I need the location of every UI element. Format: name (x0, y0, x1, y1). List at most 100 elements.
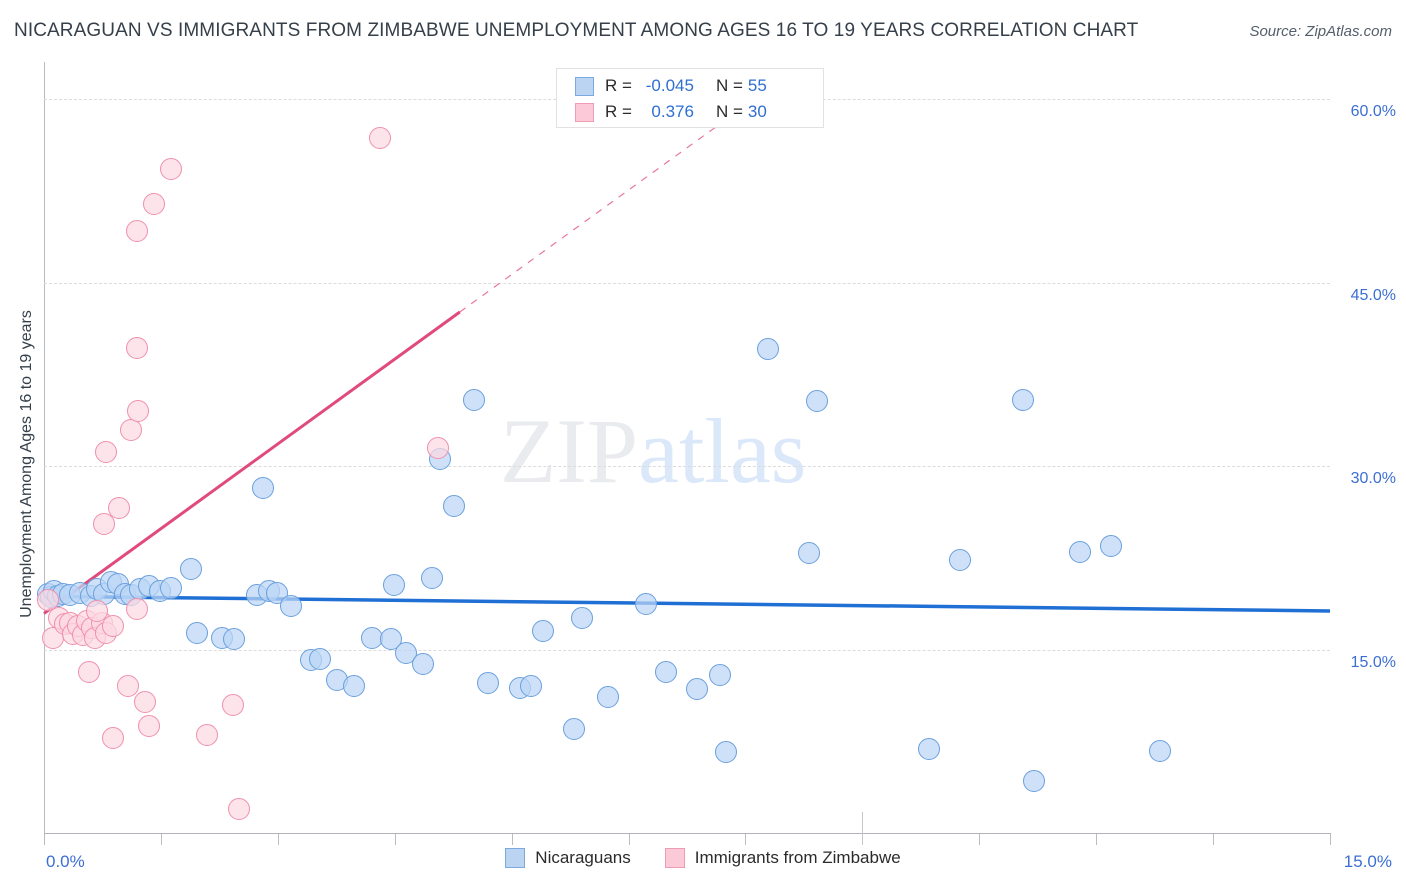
y-tick-label: 60.0% (1350, 102, 1396, 120)
data-point-zimbabwe (427, 437, 450, 459)
x-axis-line (44, 833, 1331, 834)
series-swatch-zimbabwe (664, 848, 685, 868)
page-title: NICARAGUAN VS IMMIGRANTS FROM ZIMBABWE U… (14, 20, 1139, 41)
x-tick (1330, 834, 1331, 845)
data-point-nicaraguans (948, 548, 971, 571)
y-axis-line (44, 62, 45, 834)
data-point-zimbabwe (369, 126, 392, 149)
series-legend: Nicaraguans Immigrants from Zimbabwe (0, 848, 1406, 868)
legend-r-label-pink: R = (605, 102, 632, 121)
trend-line-immigrants-from-zimbabwe (43, 310, 461, 615)
data-point-nicaraguans (686, 678, 709, 701)
series-swatch-nicaraguans (505, 848, 526, 868)
x-tick (628, 834, 630, 845)
data-point-nicaraguans (714, 740, 737, 763)
y-tick-label: 30.0% (1350, 470, 1396, 488)
y-tick-label: 15.0% (1350, 654, 1396, 672)
data-point-zimbabwe (159, 157, 182, 180)
data-point-zimbabwe (108, 497, 131, 520)
x-tick (1213, 834, 1215, 845)
legend-n-value-pink: 30 (747, 102, 767, 121)
data-point-zimbabwe (142, 193, 165, 216)
data-point-zimbabwe (77, 661, 100, 684)
data-point-nicaraguans (223, 628, 246, 651)
data-point-nicaraguans (442, 494, 465, 517)
correlation-legend: R = -0.045 N = 55 R = 0.376 N = 30 (556, 68, 824, 128)
data-point-nicaraguans (180, 558, 203, 581)
x-tick (979, 834, 981, 845)
data-point-nicaraguans (463, 389, 486, 412)
legend-row-nicaraguans: R = -0.045 N = 55 (575, 73, 767, 99)
legend-n-label-blue: N = (715, 76, 743, 95)
legend-r-label-blue: R = (605, 76, 632, 95)
data-point-zimbabwe (101, 727, 124, 750)
legend-row-zimbabwe: R = 0.376 N = 30 (575, 99, 767, 125)
legend-r-value-blue: -0.045 (645, 76, 694, 95)
data-point-nicaraguans (185, 622, 208, 645)
gridline (44, 650, 1330, 652)
data-point-nicaraguans (806, 390, 829, 413)
x-tick (160, 834, 162, 845)
legend-n-value-blue: 55 (747, 76, 767, 95)
series-legend-item-zimbabwe[interactable]: Immigrants from Zimbabwe (664, 848, 901, 868)
x-tick (745, 834, 747, 845)
data-point-nicaraguans (382, 574, 405, 597)
legend-swatch-pink (575, 102, 594, 122)
data-point-zimbabwe (125, 597, 148, 620)
data-point-nicaraguans (1068, 541, 1091, 564)
x-tick (862, 812, 864, 845)
data-point-nicaraguans (917, 738, 940, 761)
trend-lines (43, 88, 1331, 615)
series-label-zimbabwe: Immigrants from Zimbabwe (694, 848, 901, 867)
data-point-nicaraguans (1149, 739, 1172, 762)
data-point-nicaraguans (1100, 535, 1123, 558)
data-point-nicaraguans (159, 576, 182, 599)
y-axis-title: Unemployment Among Ages 16 to 19 years (18, 310, 35, 618)
data-point-nicaraguans (411, 652, 434, 675)
legend-n-label-pink: N = (715, 102, 743, 121)
legend-swatch-blue (575, 76, 594, 96)
data-point-zimbabwe (125, 220, 148, 243)
x-tick (44, 834, 45, 845)
data-point-zimbabwe (94, 440, 117, 463)
data-point-zimbabwe (93, 512, 115, 535)
trend-line-nicaraguans (43, 594, 1331, 613)
x-tick (277, 834, 279, 845)
legend-r-value-pink: 0.376 (651, 102, 694, 121)
data-point-nicaraguans (634, 592, 657, 615)
data-point-nicaraguans (597, 685, 620, 708)
data-point-zimbabwe (195, 723, 218, 746)
data-point-nicaraguans (279, 595, 302, 618)
data-point-nicaraguans (1023, 770, 1046, 793)
data-point-nicaraguans (477, 672, 500, 695)
data-point-zimbabwe (117, 674, 140, 697)
data-point-nicaraguans (519, 674, 542, 697)
data-point-nicaraguans (1012, 389, 1035, 412)
data-point-nicaraguans (380, 628, 403, 651)
data-point-nicaraguans (757, 337, 780, 360)
x-axis-min-label: 0.0% (46, 852, 85, 871)
data-point-nicaraguans (343, 674, 366, 697)
plot-area: ZIPatlas (37, 62, 1331, 845)
x-tick (511, 834, 513, 845)
data-point-nicaraguans (309, 647, 332, 670)
x-axis-max-label: 15.0% (1343, 852, 1392, 871)
data-point-nicaraguans (420, 566, 443, 589)
data-point-zimbabwe (134, 690, 157, 713)
data-point-nicaraguans (571, 607, 594, 630)
x-tick (1096, 834, 1098, 845)
y-tick-label: 45.0% (1350, 286, 1396, 304)
data-point-zimbabwe (37, 588, 60, 611)
data-point-nicaraguans (797, 542, 820, 565)
data-point-zimbabwe (228, 798, 251, 821)
series-legend-item-nicaraguans[interactable]: Nicaraguans (505, 848, 631, 868)
data-point-nicaraguans (251, 477, 274, 500)
data-point-nicaraguans (394, 641, 417, 664)
data-point-nicaraguans (531, 619, 554, 642)
data-point-zimbabwe (101, 614, 124, 637)
data-point-zimbabwe (137, 715, 160, 738)
data-point-nicaraguans (654, 661, 677, 684)
data-point-zimbabwe (125, 336, 148, 359)
data-point-zimbabwe (86, 599, 109, 622)
data-point-nicaraguans (562, 717, 585, 740)
